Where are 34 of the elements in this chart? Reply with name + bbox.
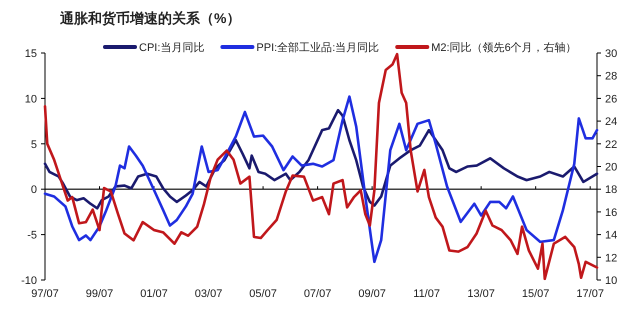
x-tick-label: 99/07	[86, 288, 114, 300]
x-tick-label: 07/07	[304, 288, 332, 300]
x-tick-label: 13/07	[467, 288, 495, 300]
y2-tick-label: 10	[605, 275, 618, 287]
x-tick-label: 05/07	[249, 288, 277, 300]
x-tick-label: 03/07	[194, 288, 222, 300]
x-tick-label: 01/07	[140, 288, 168, 300]
y2-tick-label: 24	[605, 116, 618, 128]
y2-tick-label: 26	[605, 93, 618, 106]
y2-tick-label: 12	[605, 252, 618, 264]
y2-tick-label: 18	[605, 184, 618, 196]
y2-tick-label: 30	[605, 48, 618, 60]
y-tick-label: -5	[27, 230, 37, 242]
y2-tick-label: 28	[605, 70, 618, 83]
legend-label: M2:同比（领先6个月，右轴）	[431, 41, 577, 54]
y2-tick-label: 20	[605, 162, 618, 174]
y-tick-label: -10	[21, 275, 37, 287]
y-tick-label: 5	[30, 138, 37, 151]
x-tick-label: 15/07	[522, 288, 550, 300]
y2-tick-label: 14	[605, 230, 618, 242]
y-tick-label: 10	[24, 93, 37, 106]
y2-tick-label: 22	[605, 138, 618, 151]
legend-label: PPI:全部工业品:当月同比	[256, 41, 380, 54]
chart-title: 通胀和货币增速的关系（%）	[59, 10, 240, 26]
x-tick-label: 97/07	[31, 288, 59, 300]
line-series	[44, 95, 598, 264]
x-tick-label: 09/07	[358, 288, 386, 300]
legend-label: CPI:当月同比	[139, 41, 204, 54]
y-tick-label: 0	[30, 184, 37, 196]
y2-tick-label: 16	[605, 206, 618, 219]
y-tick-label: 15	[24, 48, 37, 60]
x-tick-label: 11/07	[413, 288, 440, 300]
line-series	[44, 52, 598, 280]
x-tick-label: 17/07	[576, 288, 604, 300]
